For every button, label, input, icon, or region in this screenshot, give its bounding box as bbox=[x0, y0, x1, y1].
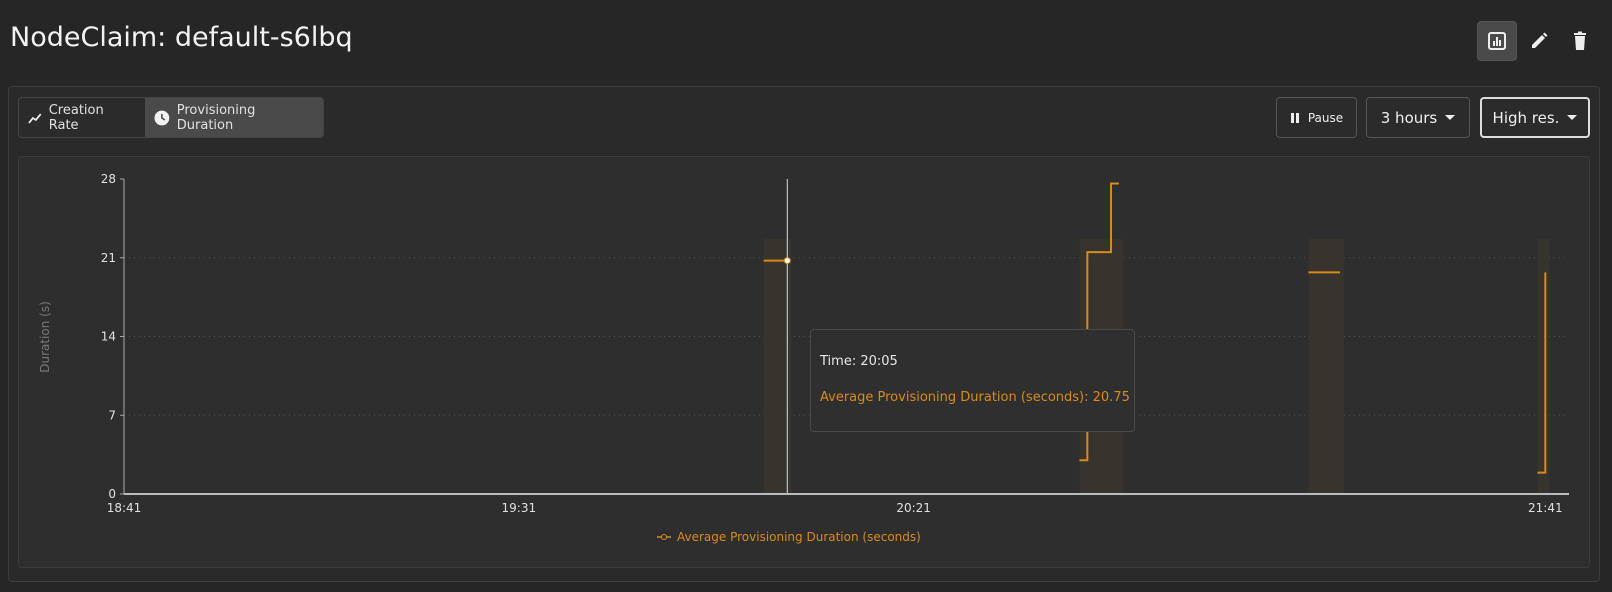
y-tick-label: 14 bbox=[101, 330, 116, 344]
x-tick-label: 20:21 bbox=[896, 501, 931, 515]
tab-label: Creation Rate bbox=[48, 102, 104, 133]
x-tick-label: 19:31 bbox=[502, 501, 537, 515]
series-line bbox=[1537, 272, 1547, 474]
hover-point bbox=[783, 257, 791, 265]
x-tick-label: 21:41 bbox=[1528, 501, 1563, 515]
series-area bbox=[1308, 239, 1345, 494]
series-area bbox=[763, 239, 792, 494]
y-tick-label: 0 bbox=[108, 487, 116, 501]
series-area bbox=[1537, 239, 1550, 494]
chart-tooltip: Time: 20:05 Average Provisioning Duratio… bbox=[810, 329, 1135, 432]
tooltip-value: Average Provisioning Duration (seconds):… bbox=[820, 390, 1130, 405]
y-axis-label: Duration (s) bbox=[38, 301, 52, 373]
time-range-dropdown[interactable]: 3 hours bbox=[1366, 97, 1470, 138]
pencil-icon bbox=[1532, 32, 1548, 48]
y-tick-label: 28 bbox=[101, 172, 116, 186]
y-tick-label: 7 bbox=[108, 408, 116, 422]
y-tick-label: 21 bbox=[101, 251, 116, 265]
chart-container: Duration (s) 0 7 14 21 28 18:41 19:31 20:21 21:4… bbox=[18, 156, 1590, 568]
caret-down-icon bbox=[1445, 115, 1456, 120]
tab-provisioning-duration[interactable]: Provisioning Duration bbox=[145, 98, 323, 137]
chart-tabs: Creation Rate Provisioning Duration bbox=[18, 97, 324, 138]
legend-marker-icon bbox=[661, 534, 667, 540]
pause-icon bbox=[1290, 112, 1299, 123]
time-range-value: 3 hours bbox=[1380, 108, 1438, 127]
tab-label: Provisioning Duration bbox=[176, 102, 256, 133]
edit-button[interactable] bbox=[1519, 21, 1559, 61]
tooltip-time: Time: 20:05 bbox=[820, 354, 898, 369]
series-line bbox=[1079, 182, 1119, 462]
tab-creation-rate[interactable]: Creation Rate bbox=[19, 98, 145, 137]
metrics-view-button[interactable] bbox=[1477, 21, 1517, 61]
pause-button[interactable]: Pause bbox=[1276, 97, 1357, 138]
x-tick-label: 18:41 bbox=[107, 501, 142, 515]
provisioning-duration-chart[interactable]: Duration (s) 0 7 14 21 28 18:41 19:31 20:21 21:4… bbox=[19, 157, 1591, 569]
caret-down-icon bbox=[1567, 115, 1578, 120]
resolution-dropdown[interactable]: High res. bbox=[1480, 97, 1590, 138]
page-title: NodeClaim: default-s6lbq bbox=[10, 22, 353, 53]
resolution-value: High res. bbox=[1492, 108, 1560, 127]
delete-button[interactable] bbox=[1560, 21, 1600, 61]
clock-icon bbox=[154, 110, 170, 125]
pause-label: Pause bbox=[1307, 110, 1344, 125]
legend[interactable]: Average Provisioning Duration (seconds) bbox=[657, 530, 921, 544]
bar-chart-icon bbox=[1488, 32, 1506, 50]
trend-line-icon bbox=[28, 113, 42, 123]
legend-label: Average Provisioning Duration (seconds) bbox=[677, 530, 921, 544]
trash-icon bbox=[1574, 31, 1586, 50]
